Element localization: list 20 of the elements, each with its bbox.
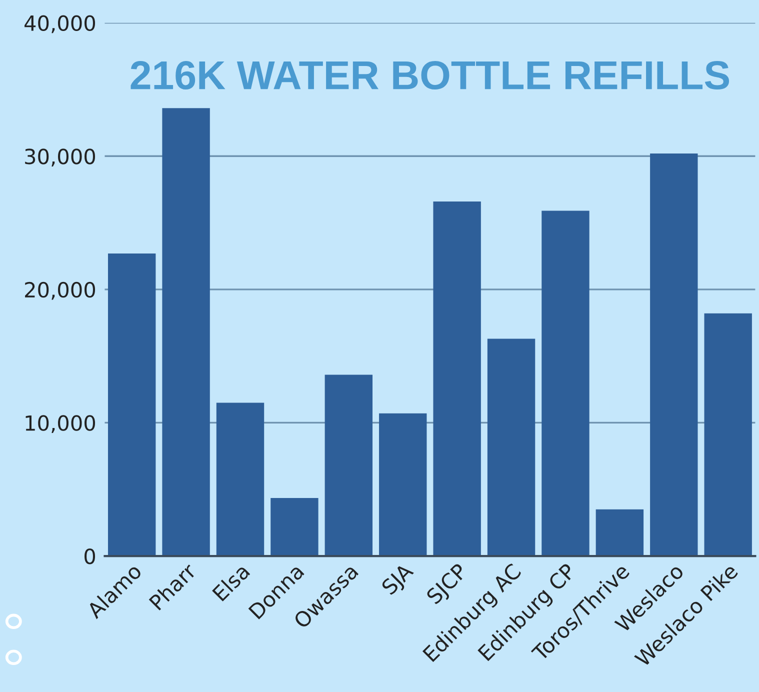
y-tick-label: 30,000: [25, 148, 96, 166]
bar: [270, 498, 318, 556]
bar: [216, 402, 264, 556]
bar: [704, 313, 752, 556]
bar: [487, 338, 536, 556]
y-tick-label: 40,000: [24, 15, 96, 34]
bar: [108, 253, 156, 556]
bar: [596, 509, 644, 556]
text: 216K WATER BOTTLE REFILLS: [130, 61, 730, 90]
bar: [162, 108, 210, 556]
bar: [650, 153, 698, 556]
x-tick-label: Elsa: [212, 562, 250, 602]
y-tick-label: 0: [84, 548, 96, 564]
bar: [379, 413, 427, 556]
bar: [433, 201, 481, 556]
y-tick-label: 20,000: [25, 282, 96, 300]
y-tick-label: 10,000: [26, 415, 96, 434]
bar: [542, 210, 590, 556]
x-tick-label: SJA: [380, 562, 417, 598]
bar: [324, 374, 373, 556]
